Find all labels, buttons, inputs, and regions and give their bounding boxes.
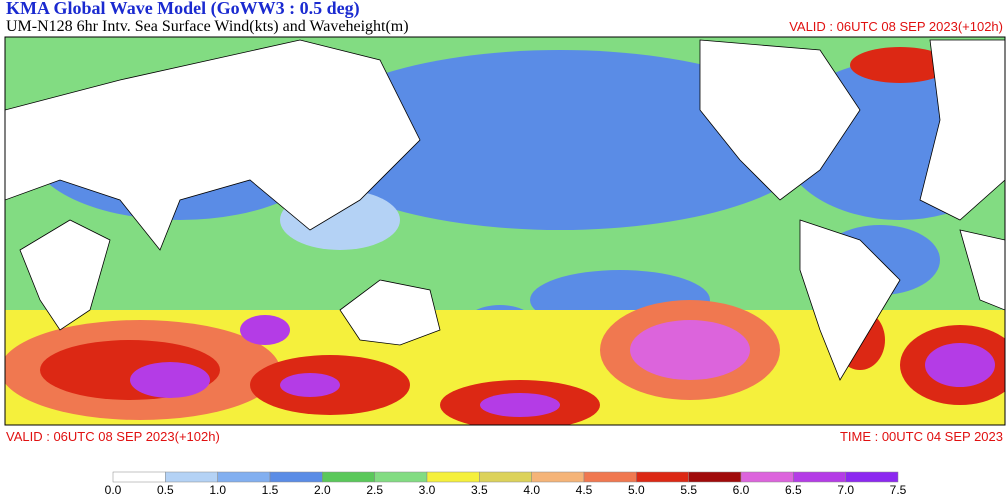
colorbar-swatch — [322, 471, 375, 483]
colorbar-swatch — [531, 471, 585, 483]
valid-bottom: VALID : 06UTC 08 SEP 2023(+102h) — [6, 429, 220, 444]
colorbar-swatch — [583, 471, 637, 483]
subtitle: UM-N128 6hr Intv. Sea Surface Wind(kts) … — [6, 18, 409, 35]
colorbar-label: 3.5 — [471, 483, 488, 496]
colorbar-label: 1.5 — [262, 483, 279, 496]
colorbar-label: 4.5 — [576, 483, 593, 496]
colorbar-label: 7.0 — [837, 483, 854, 496]
valid-top: VALID : 06UTC 08 SEP 2023(+102h) — [789, 19, 1003, 34]
colorbar: 0.0 0.5 1.0 1.5 2.0 2.5 3.0 3.5 4.0 4.5 5.0 5.5 6.0 6… — [105, 471, 907, 496]
colorbar-label: 0.5 — [157, 483, 174, 496]
colorbar-label: 5.0 — [628, 483, 645, 496]
colorbar-label: 2.0 — [314, 483, 331, 496]
colorbar-label: 5.5 — [680, 483, 697, 496]
colorbar-label: 6.0 — [733, 483, 750, 496]
colorbar-label: 0.0 — [105, 483, 122, 496]
colorbar-swatch — [636, 471, 689, 483]
colorbar-swatch — [845, 471, 899, 483]
colorbar-swatch — [740, 471, 794, 483]
colorbar-label: 4.0 — [523, 483, 540, 496]
colorbar-swatch — [688, 471, 742, 483]
colorbar-swatch — [269, 471, 323, 483]
colorbar-label: 7.5 — [890, 483, 907, 496]
colorbar-swatch — [165, 471, 218, 483]
title: KMA Global Wave Model (GoWW3 : 0.5 deg) — [6, 0, 360, 19]
colorbar-label: 3.0 — [419, 483, 436, 496]
colorbar-swatch — [217, 471, 271, 483]
colorbar-label: 6.5 — [785, 483, 802, 496]
init-time: TIME : 00UTC 04 SEP 2023 — [840, 429, 1003, 444]
colorbar-swatch — [374, 471, 428, 483]
colorbar-swatch — [426, 471, 480, 483]
colorbar-swatch — [112, 471, 166, 483]
map — [4, 36, 1006, 426]
colorbar-swatch — [479, 471, 532, 483]
colorbar-swatch — [793, 471, 846, 483]
colorbar-label: 2.5 — [366, 483, 383, 496]
colorbar-label: 1.0 — [209, 483, 226, 496]
